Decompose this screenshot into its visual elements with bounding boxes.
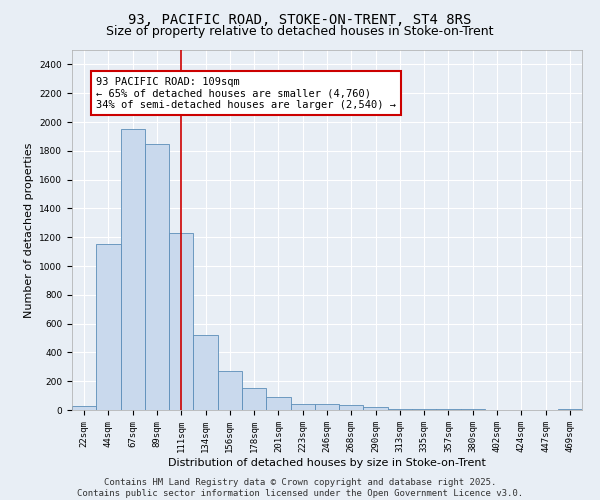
Bar [72, 406, 96, 410]
Bar [266, 397, 290, 410]
Bar [388, 408, 412, 410]
Text: 93 PACIFIC ROAD: 109sqm
← 65% of detached houses are smaller (4,760)
34% of semi: 93 PACIFIC ROAD: 109sqm ← 65% of detache… [96, 76, 396, 110]
Bar [193, 335, 218, 410]
Bar [218, 371, 242, 410]
Bar [364, 407, 388, 410]
Text: Contains HM Land Registry data © Crown copyright and database right 2025.
Contai: Contains HM Land Registry data © Crown c… [77, 478, 523, 498]
Text: Size of property relative to detached houses in Stoke-on-Trent: Size of property relative to detached ho… [106, 25, 494, 38]
Text: 93, PACIFIC ROAD, STOKE-ON-TRENT, ST4 8RS: 93, PACIFIC ROAD, STOKE-ON-TRENT, ST4 8R… [128, 12, 472, 26]
Bar [96, 244, 121, 410]
Y-axis label: Number of detached properties: Number of detached properties [24, 142, 34, 318]
Bar [145, 144, 169, 410]
Bar [169, 233, 193, 410]
X-axis label: Distribution of detached houses by size in Stoke-on-Trent: Distribution of detached houses by size … [168, 458, 486, 468]
Bar [242, 388, 266, 410]
Bar [315, 404, 339, 410]
Bar [121, 129, 145, 410]
Bar [290, 404, 315, 410]
Bar [412, 409, 436, 410]
Bar [339, 405, 364, 410]
